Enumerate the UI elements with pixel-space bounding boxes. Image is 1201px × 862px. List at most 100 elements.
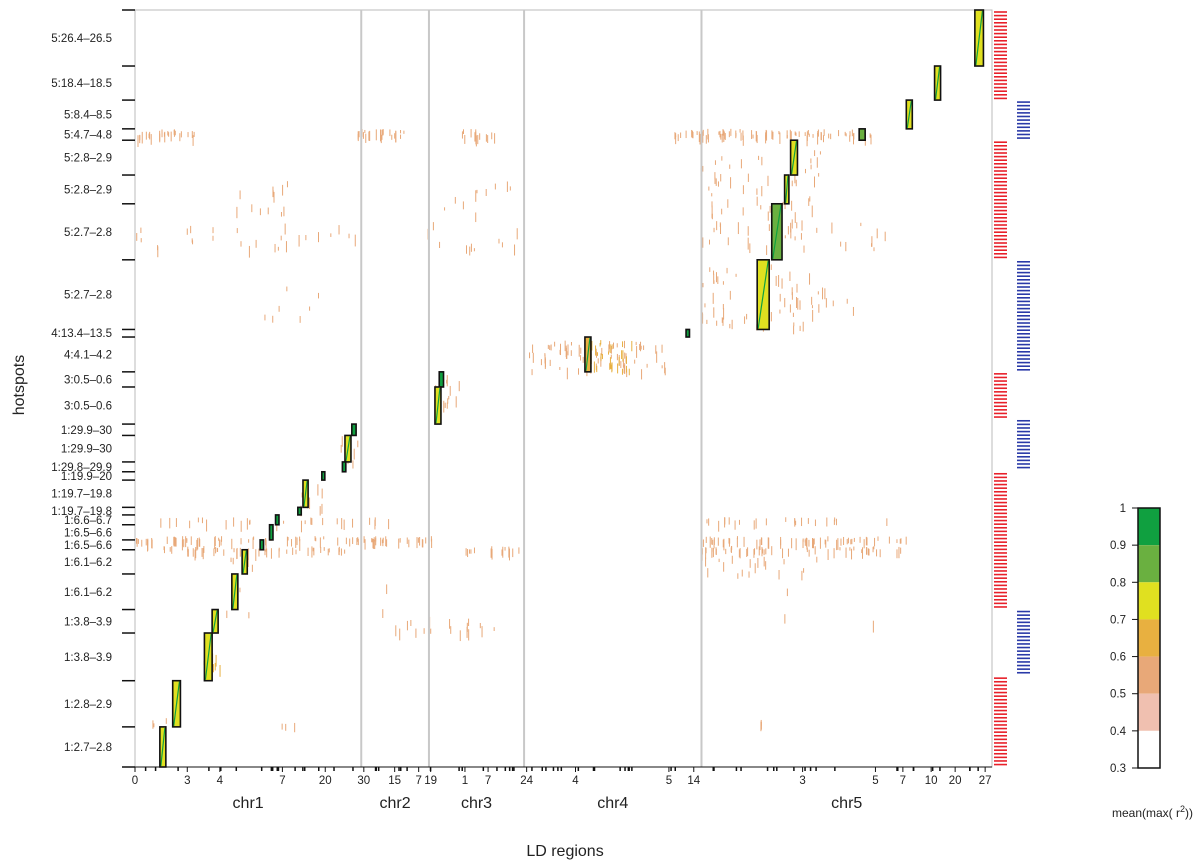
ld-block-diagonal: [242, 550, 247, 574]
plot-frame: [134, 9, 993, 768]
hotspot-label: 5:2.7–2.8: [64, 290, 112, 302]
legend-swatch: [1138, 656, 1160, 694]
x-tick-label: 7: [485, 775, 491, 787]
ld-block-outline: [302, 479, 309, 509]
ld-block-outline: [297, 506, 303, 516]
ld-block-diagonal: [232, 574, 238, 609]
legend-tick-label: 0.7: [1110, 614, 1126, 626]
hotspot-label: 5:2.8–2.9: [64, 153, 112, 165]
x-tick-label: 14: [687, 775, 700, 787]
hotspot-label: 1:6.5–6.6: [64, 527, 112, 539]
ld-block-outline: [344, 434, 352, 463]
hotspot-label: 1:19.9–20: [61, 471, 112, 483]
ld-block-diagonal: [772, 204, 782, 259]
color-legend: 1 0.9 0.8 0.7 0.6 0.5 0.4 0.3 mean(max( r2)): [1110, 503, 1193, 820]
x-tick-label: 7: [900, 775, 906, 787]
hotspot-label: 1:6.1–6.2: [64, 587, 112, 599]
legend-swatch: [1138, 545, 1160, 583]
ld-block-outline: [268, 523, 274, 541]
ld-block-outline: [203, 632, 213, 682]
hotspot-label: 3:0.5–0.6: [64, 401, 112, 413]
ld-block-diagonal: [585, 337, 591, 371]
x-tick-label: 4: [572, 775, 579, 787]
hotspot-label: 1:3.8–3.9: [64, 616, 112, 628]
legend-tick-label: 0.5: [1110, 689, 1126, 701]
ld-block-outline: [789, 139, 799, 176]
hotspot-label: 1:29.9–30: [61, 425, 112, 437]
ld-block-outline: [351, 423, 357, 437]
ld-block-outline: [933, 65, 942, 101]
ld-block-outline: [259, 539, 265, 551]
plot-area: [134, 9, 993, 768]
legend-tick-label: 0.3: [1110, 763, 1126, 775]
ld-blocks: [159, 9, 985, 768]
ld-block-fill: [686, 329, 690, 338]
ld-block-diagonal: [345, 436, 351, 462]
ld-block-diagonal: [791, 141, 798, 175]
chromosome-label: chr4: [597, 795, 628, 812]
ld-block-fill: [351, 424, 357, 436]
legend-tick-label: 0.8: [1110, 577, 1126, 589]
x-tick-label: 7: [415, 775, 421, 787]
hotspot-label: 5:2.8–2.9: [64, 184, 112, 196]
hotspot-label: 5:26.4–26.5: [51, 33, 112, 45]
x-tick-label: 5: [666, 775, 672, 787]
ld-block-outline: [770, 202, 783, 261]
ld-block-fill: [297, 507, 302, 515]
x-tick-label: 15: [388, 775, 401, 787]
ld-block-diagonal: [435, 387, 441, 424]
hotspot-label: 1:29.8–29.9: [51, 462, 112, 474]
hotspot-label: 5:2.7–2.8: [64, 227, 112, 239]
hotspot-label: 1:19.7–19.8: [51, 489, 112, 501]
ld-block-diagonal: [757, 260, 769, 329]
x-tick-label: 27: [979, 775, 992, 787]
hotspot-label: 4:4.1–4.2: [64, 349, 112, 361]
x-tick-label: 3: [799, 775, 805, 787]
ld-block-diagonal: [785, 175, 789, 203]
ld-block-outline: [211, 608, 219, 634]
ld-block-diagonal: [303, 481, 308, 507]
ld-block-outline: [858, 128, 866, 142]
ld-block-outline: [905, 99, 914, 130]
hotspot-label: 1:2.8–2.9: [64, 699, 112, 711]
x-tick-label: 20: [319, 775, 332, 787]
x-tick-label: 1: [462, 775, 468, 787]
ld-block-outline: [974, 9, 985, 67]
legend-tick-label: 1: [1120, 503, 1126, 515]
hotspot-label: 1:3.8–3.9: [64, 652, 112, 664]
ld-block-fill: [321, 471, 325, 481]
hotspot-label: 1:6.1–6.2: [64, 557, 112, 569]
ld-block-diagonal: [212, 610, 218, 633]
y-axis-label: hotspots: [11, 355, 28, 415]
x-tick-label: 24: [520, 775, 533, 787]
ld-block-fill: [260, 539, 264, 550]
hotspot-label: 1:29.9–30: [61, 444, 112, 456]
ld-block-fill: [439, 371, 444, 387]
ld-block-diagonal: [975, 10, 984, 66]
ld-block-outline: [783, 174, 790, 205]
x-tick-label: 10: [925, 775, 938, 787]
hotspot-label: 5:18.4–18.5: [51, 78, 112, 90]
ld-block-outline: [685, 328, 691, 338]
legend-swatch: [1138, 730, 1160, 768]
legend-tick-label: 0.4: [1110, 726, 1127, 738]
ld-block-diagonal: [934, 66, 941, 100]
y-axis: 5:26.4–26.5 5:18.4–18.5 5:8.4–8.5 5:4.7–4.8…: [51, 9, 135, 768]
ld-block-outline: [756, 259, 770, 331]
hotspot-label: 1:19.7–19.8: [51, 506, 112, 518]
x-tick-label: 20: [949, 775, 962, 787]
legend-frame: [1137, 507, 1161, 769]
ld-block-fill: [269, 524, 273, 540]
legend-swatch: [1138, 508, 1160, 546]
ld-block-fill: [859, 128, 866, 141]
hotspot-label: 3:0.5–0.6: [64, 374, 112, 386]
x-tick-label: 7: [279, 775, 285, 787]
ld-block-outline: [274, 514, 280, 526]
legend-swatch: [1138, 693, 1160, 731]
ld-block-fill: [275, 514, 279, 525]
chromosome-label: chr5: [831, 795, 862, 812]
x-tick-label: 5: [872, 775, 878, 787]
x-tick-label: 0: [132, 775, 138, 787]
hotspot-label: 5:4.7–4.8: [64, 130, 112, 142]
